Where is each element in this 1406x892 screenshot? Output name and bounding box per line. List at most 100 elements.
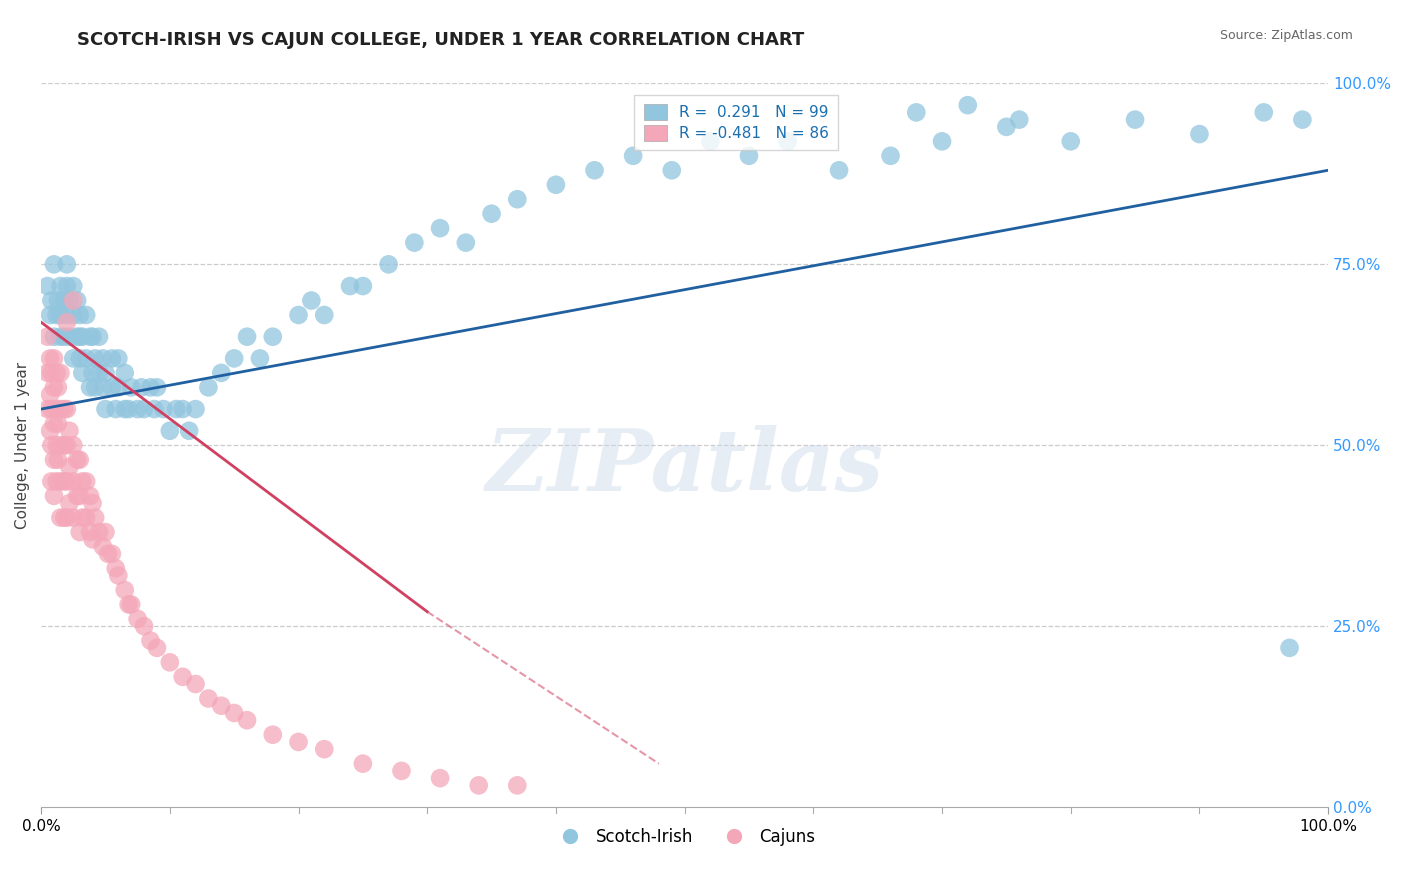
Point xyxy=(87,525,110,540)
Point xyxy=(995,120,1018,134)
Point xyxy=(1278,640,1301,655)
Point xyxy=(82,329,104,343)
Point xyxy=(72,510,94,524)
Point xyxy=(49,438,72,452)
Point xyxy=(46,380,69,394)
Point xyxy=(49,475,72,489)
Point xyxy=(75,510,97,524)
Point xyxy=(82,366,104,380)
Point xyxy=(236,329,259,343)
Point xyxy=(72,475,94,489)
Point xyxy=(37,329,59,343)
Point xyxy=(75,475,97,489)
Point xyxy=(339,279,361,293)
Point xyxy=(69,525,91,540)
Point xyxy=(62,351,84,366)
Point xyxy=(39,387,62,401)
Point xyxy=(94,402,117,417)
Text: Source: ZipAtlas.com: Source: ZipAtlas.com xyxy=(1219,29,1353,42)
Point xyxy=(62,279,84,293)
Point xyxy=(79,329,101,343)
Point xyxy=(139,380,162,394)
Point xyxy=(45,402,67,417)
Point xyxy=(49,402,72,417)
Point xyxy=(738,149,761,163)
Point xyxy=(56,279,79,293)
Point xyxy=(39,351,62,366)
Point xyxy=(41,366,63,380)
Point xyxy=(79,525,101,540)
Point xyxy=(828,163,851,178)
Point xyxy=(1253,105,1275,120)
Point xyxy=(42,417,65,431)
Point xyxy=(37,366,59,380)
Point xyxy=(56,510,79,524)
Point xyxy=(1008,112,1031,127)
Point xyxy=(69,329,91,343)
Point xyxy=(82,496,104,510)
Point xyxy=(72,329,94,343)
Point xyxy=(127,402,149,417)
Point xyxy=(45,366,67,380)
Point xyxy=(49,329,72,343)
Point xyxy=(127,612,149,626)
Point xyxy=(56,315,79,329)
Point xyxy=(107,568,129,582)
Point xyxy=(583,163,606,178)
Point xyxy=(165,402,187,417)
Point xyxy=(66,329,89,343)
Point xyxy=(236,713,259,727)
Point xyxy=(146,640,169,655)
Point xyxy=(45,438,67,452)
Point xyxy=(53,402,76,417)
Point xyxy=(107,380,129,394)
Point xyxy=(262,728,284,742)
Point xyxy=(75,308,97,322)
Point xyxy=(506,192,529,206)
Legend: Scotch-Irish, Cajuns: Scotch-Irish, Cajuns xyxy=(547,822,823,853)
Point xyxy=(104,561,127,575)
Point xyxy=(62,438,84,452)
Text: SCOTCH-IRISH VS CAJUN COLLEGE, UNDER 1 YEAR CORRELATION CHART: SCOTCH-IRISH VS CAJUN COLLEGE, UNDER 1 Y… xyxy=(77,31,804,49)
Point xyxy=(91,540,114,554)
Point xyxy=(143,402,166,417)
Point xyxy=(62,510,84,524)
Point xyxy=(287,735,309,749)
Point xyxy=(661,163,683,178)
Point xyxy=(506,778,529,792)
Point xyxy=(53,510,76,524)
Point xyxy=(287,308,309,322)
Point xyxy=(69,452,91,467)
Point xyxy=(159,424,181,438)
Text: ZIPatlas: ZIPatlas xyxy=(485,425,884,508)
Point xyxy=(776,134,799,148)
Point xyxy=(905,105,928,120)
Point xyxy=(404,235,426,250)
Point xyxy=(42,380,65,394)
Point xyxy=(117,402,139,417)
Point xyxy=(209,366,232,380)
Point xyxy=(87,329,110,343)
Point xyxy=(42,329,65,343)
Point xyxy=(621,149,644,163)
Point xyxy=(179,424,201,438)
Point xyxy=(58,496,80,510)
Point xyxy=(120,598,142,612)
Point xyxy=(91,351,114,366)
Point xyxy=(69,351,91,366)
Point xyxy=(82,533,104,547)
Point xyxy=(107,351,129,366)
Point xyxy=(172,670,194,684)
Point xyxy=(139,633,162,648)
Point xyxy=(114,402,136,417)
Point xyxy=(94,525,117,540)
Point xyxy=(49,366,72,380)
Point xyxy=(46,452,69,467)
Point xyxy=(42,489,65,503)
Point xyxy=(1188,127,1211,141)
Point xyxy=(352,279,374,293)
Point xyxy=(37,279,59,293)
Point xyxy=(49,279,72,293)
Point xyxy=(84,380,107,394)
Point xyxy=(84,510,107,524)
